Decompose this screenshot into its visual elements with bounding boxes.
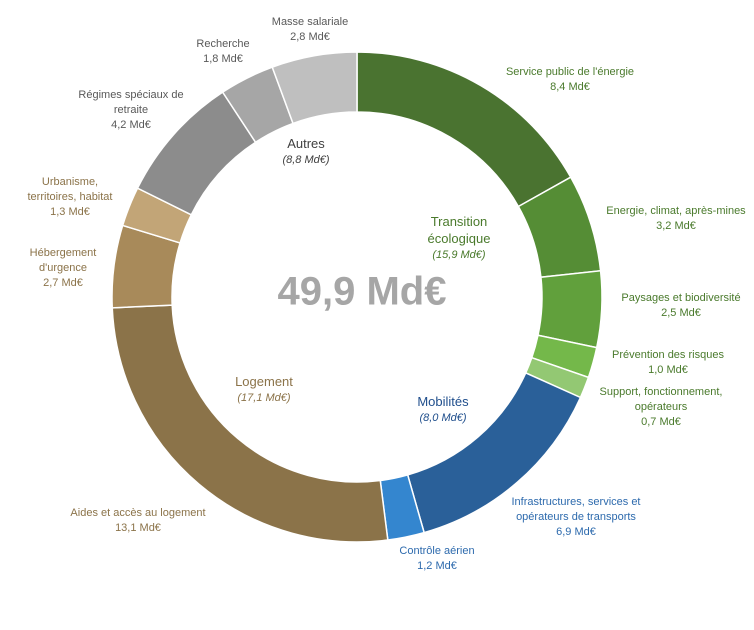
value-label: 13,1 Md€ xyxy=(115,522,161,534)
category-label: Paysages et biodiversité xyxy=(621,292,741,304)
segment-label: Aides et accès au logement 13,1 Md€ xyxy=(38,506,238,536)
category-label: Prévention des risques xyxy=(612,349,724,361)
value-label: 1,2 Md€ xyxy=(417,560,457,572)
value-label: 4,2 Md€ xyxy=(111,119,151,131)
category-label: Service public de l'énergie xyxy=(505,66,635,78)
category-label: Urbanisme, territoires, habitat xyxy=(27,176,113,203)
group-value: (8,8 Md€) xyxy=(282,154,330,166)
total-label: 49,9 Md€ xyxy=(277,269,447,314)
group-name: Logement xyxy=(235,374,293,389)
category-label: Recherche xyxy=(196,38,250,50)
segment-label: Paysages et biodiversité 2,5 Md€ xyxy=(581,291,754,321)
group-label: Autres (8,8 Md€) xyxy=(261,135,351,169)
group-value: (17,1 Md€) xyxy=(237,392,291,404)
category-label: Energie, climat, après-mines xyxy=(606,205,746,217)
segment-label: Support, fonctionnement, opérateurs 0,7 M… xyxy=(591,385,731,430)
segment-label: Infrastructures, services et opérateurs … xyxy=(501,495,651,540)
segment-label: Hébergement d'urgence 2,7 Md€ xyxy=(26,246,101,291)
category-label: Infrastructures, services et opérateurs … xyxy=(511,496,641,523)
category-label: Aides et accès au logement xyxy=(70,507,206,519)
value-label: 6,9 Md€ xyxy=(556,526,596,538)
group-value: (15,9 Md€) xyxy=(432,249,486,261)
segment-label: Masse salariale 2,8 Md€ xyxy=(250,15,370,45)
value-label: 3,2 Md€ xyxy=(656,220,696,232)
category-label: Hébergement d'urgence xyxy=(29,247,97,274)
segment-label: Service public de l'énergie 8,4 Md€ xyxy=(470,65,670,95)
segment-label: Contrôle aérien 1,2 Md€ xyxy=(377,544,497,574)
category-label: Régimes spéciaux de retraite xyxy=(78,89,184,116)
group-label: Logement (17,1 Md€) xyxy=(219,373,309,407)
category-label: Masse salariale xyxy=(271,16,349,28)
group-label: Transition écologique (15,9 Md€) xyxy=(414,213,504,264)
value-label: 1,0 Md€ xyxy=(648,364,688,376)
value-label: 2,5 Md€ xyxy=(661,307,701,319)
value-label: 2,7 Md€ xyxy=(43,277,83,289)
segment-label: Recherche 1,8 Md€ xyxy=(173,37,273,67)
value-label: 1,3 Md€ xyxy=(50,206,90,218)
value-label: 0,7 Md€ xyxy=(641,416,681,428)
category-label: Contrôle aérien xyxy=(399,545,475,557)
segment-label: Urbanisme, territoires, habitat 1,3 Md€ xyxy=(20,175,120,220)
segment-label: Prévention des risques 1,0 Md€ xyxy=(568,348,754,378)
donut-segment xyxy=(271,51,358,125)
donut-segment xyxy=(111,304,389,543)
group-name: Autres xyxy=(287,136,325,151)
value-label: 2,8 Md€ xyxy=(290,31,330,43)
category-label: Support, fonctionnement, opérateurs xyxy=(599,386,723,413)
group-name: Mobilités xyxy=(417,394,469,409)
group-name: Transition écologique xyxy=(427,214,491,246)
group-label: Mobilités (8,0 Md€) xyxy=(398,393,488,427)
segment-label: Energie, climat, après-mines 3,2 Md€ xyxy=(576,204,754,234)
value-label: 8,4 Md€ xyxy=(550,81,590,93)
segment-label: Régimes spéciaux de retraite 4,2 Md€ xyxy=(75,88,187,133)
group-value: (8,0 Md€) xyxy=(419,412,467,424)
value-label: 1,8 Md€ xyxy=(203,53,243,65)
